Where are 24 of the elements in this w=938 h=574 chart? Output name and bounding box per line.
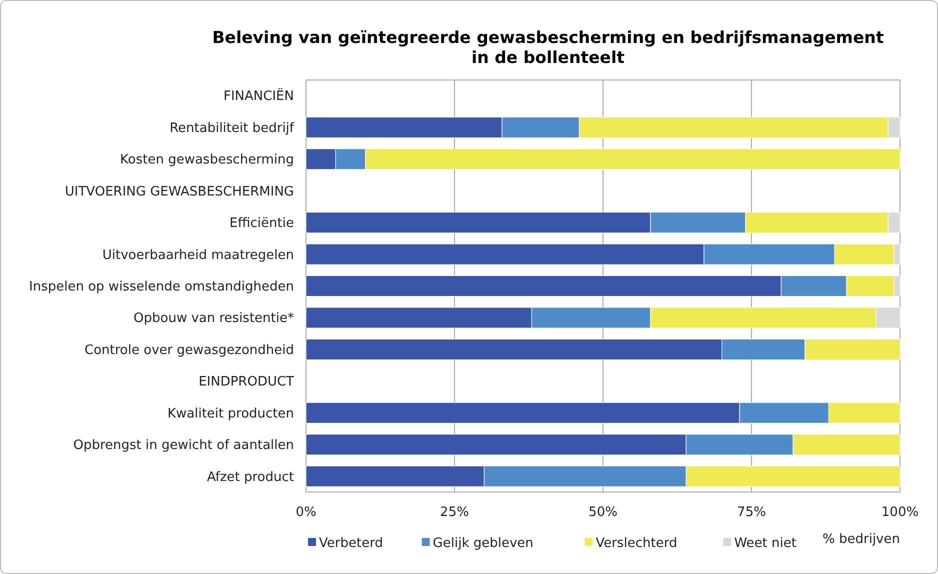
y-tick-label: Opbouw van resistentie*: [134, 311, 294, 326]
x-tick-label: 0%: [296, 505, 316, 520]
y-tick-label: EINDPRODUCT: [198, 374, 294, 390]
y-tick-label: Kwaliteit producten: [167, 406, 294, 422]
x-tick-label: 25%: [440, 505, 469, 520]
chart-title: Beleving van geïntegreerde gewasbescherming en bedrijfsmanagement in de bollenteelt: [212, 28, 884, 67]
y-tick-label: Controle over gewasgezondheid: [84, 342, 294, 358]
legend-label: Weet niet: [734, 536, 796, 551]
y-tick-label: Opbrengst in gewicht of aantallen: [73, 438, 294, 454]
y-tick-label: Efficiëntie: [230, 216, 294, 232]
y-tick-label: Inspelen op wisselende omstandigheden: [29, 280, 294, 294]
y-tick-label: Afzet product: [206, 470, 294, 485]
x-tick-label: 50%: [588, 505, 618, 520]
y-tick-label: Uitvoerbaarheid maatregelen: [102, 248, 294, 263]
x-tick-label: 75%: [737, 505, 766, 520]
legend-label: Verbeterd: [319, 536, 383, 551]
y-tick-label: Kosten gewasbescherming: [120, 152, 294, 168]
x-tick-label: 100%: [881, 505, 919, 520]
legend-label: Verslechterd: [596, 536, 678, 551]
x-axis-title: % bedrijven: [822, 532, 900, 547]
y-tick-label: Rentabiliteit bedrijf: [170, 120, 294, 136]
y-tick-label: UITVOERING GEWASBESCHERMING: [64, 184, 294, 200]
legend-label: Gelijk gebleven: [432, 536, 534, 551]
y-tick-label: FINANCIËN: [223, 88, 294, 104]
